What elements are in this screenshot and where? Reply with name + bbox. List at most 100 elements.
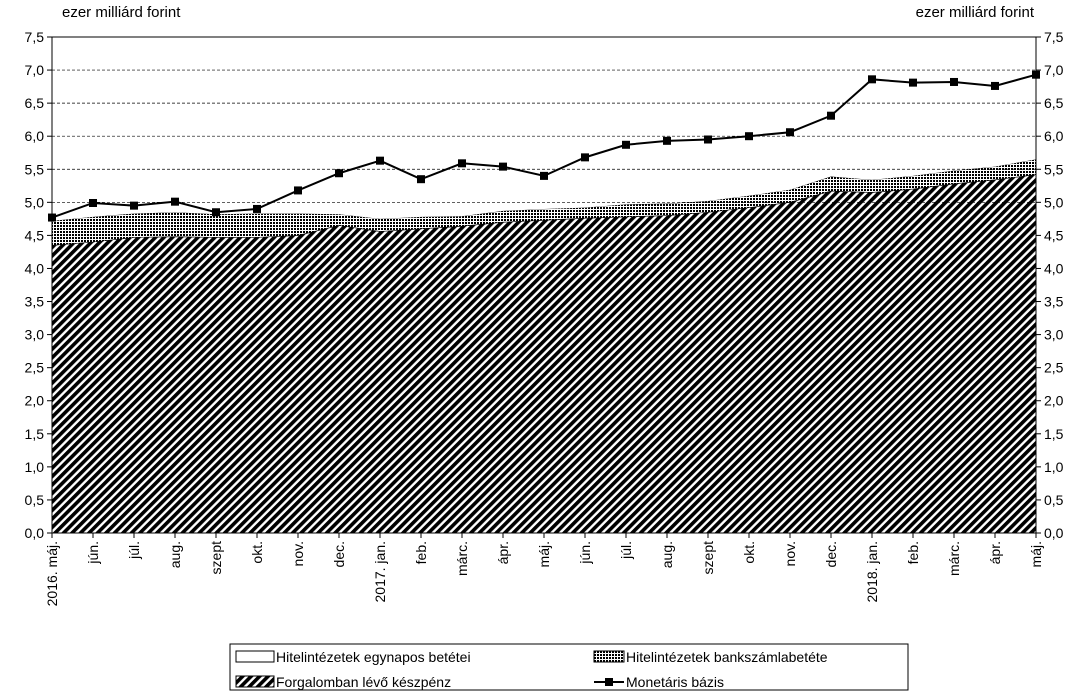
monetary-base-point — [1032, 70, 1040, 79]
y-tick-label-right: 3,5 — [1044, 294, 1064, 310]
y-axis-unit-left: ezer milliárd forint — [62, 4, 181, 21]
y-tick-label-left: 1,0 — [25, 459, 45, 475]
axes — [47, 36, 1041, 538]
x-tick-label: jún. — [577, 541, 593, 565]
plot-areas — [51, 74, 1037, 534]
x-tick-label: márc. — [454, 541, 470, 576]
x-tick-label: szept — [700, 541, 716, 575]
legend-swatch-keszpenz — [235, 675, 275, 688]
y-axis-unit-right: ezer milliárd forint — [915, 4, 1034, 21]
y-tick-labels: 0,0 0,0 0,5 0,5 1,0 1,0 1,5 1,5 2,0 2,0 2,5 2,5 3,0 3… — [25, 29, 1064, 541]
x-tick-label: okt. — [249, 541, 265, 564]
x-tick-label: nov. — [290, 541, 306, 566]
y-tick-label-left: 1,5 — [25, 426, 45, 442]
y-tick-label-right: 6,5 — [1044, 95, 1064, 111]
x-tick-label: júl. — [618, 541, 634, 560]
y-tick-label-left: 2,5 — [25, 360, 45, 376]
y-tick-label-left: 6,0 — [25, 128, 45, 144]
y-tick-label-right: 7,5 — [1044, 29, 1064, 45]
y-tick-label-left: 0,5 — [25, 492, 45, 508]
monetary-base-point — [335, 169, 343, 178]
legend-label: Hitelintézetek egynapos betétei — [276, 649, 471, 665]
x-tick-label: júl. — [126, 541, 142, 560]
monetary-base-point — [89, 198, 97, 207]
x-tick-label: máj. — [1028, 541, 1044, 567]
x-tick-label: dec. — [331, 541, 347, 567]
monetary-base-line — [48, 70, 1040, 222]
y-tick-label-left: 7,0 — [25, 62, 45, 78]
x-tick-label: 2017. jan. — [372, 541, 388, 603]
monetary-base-point — [417, 175, 425, 184]
monetary-base-point — [868, 75, 876, 84]
x-tick-label: okt. — [741, 541, 757, 564]
x-tick-label: 2016. máj. — [44, 541, 60, 606]
y-tick-label-left: 4,5 — [25, 227, 45, 243]
gridlines — [52, 69, 1036, 203]
x-tick-label: aug. — [659, 541, 675, 568]
x-tick-label: nov. — [782, 541, 798, 566]
x-tick-label: feb. — [413, 541, 429, 564]
y-tick-label-right: 0,5 — [1044, 492, 1064, 508]
monetary-base-point — [704, 135, 712, 144]
legend-label: Forgalomban lévő készpénz — [276, 674, 451, 690]
y-tick-label-right: 2,0 — [1044, 393, 1064, 409]
x-tick-label: ápr. — [495, 541, 511, 564]
monetary-base-point — [212, 208, 220, 217]
monetary-base-point — [294, 186, 302, 195]
y-tick-label-right: 1,5 — [1044, 426, 1064, 442]
y-tick-label-right: 4,0 — [1044, 260, 1064, 276]
legend: Hitelintézetek egynapos betétei Hitelinté… — [229, 643, 909, 691]
y-tick-label-right: 1,0 — [1044, 459, 1064, 475]
legend-swatch-egynapos — [235, 650, 275, 663]
y-tick-label-left: 4,0 — [25, 260, 45, 276]
legend-swatch-bankszamla — [593, 650, 625, 663]
monetary-base-point — [991, 81, 999, 90]
monetary-base-point — [909, 78, 917, 87]
area-egynapos-betetek — [52, 74, 1036, 221]
monetary-base-point — [376, 156, 384, 165]
x-tick-label: aug. — [167, 541, 183, 568]
y-tick-label-right: 7,0 — [1044, 62, 1064, 78]
y-tick-label-left: 5,5 — [25, 161, 45, 177]
monetary-base-point — [786, 128, 794, 137]
y-tick-label-right: 5,0 — [1044, 194, 1064, 210]
monetary-base-point — [581, 153, 589, 162]
y-tick-label-left: 7,5 — [25, 29, 45, 45]
monetary-base-point — [950, 77, 958, 86]
x-tick-labels: 2016. máj. jún. júl. aug. szept okt. nov. dec. 2… — [44, 541, 1044, 606]
x-tick-label: jún. — [85, 541, 101, 565]
y-tick-label-right: 6,0 — [1044, 128, 1064, 144]
y-tick-label-right: 4,5 — [1044, 227, 1064, 243]
monetary-base-point — [253, 204, 261, 213]
monetary-base-point — [458, 159, 466, 168]
monetary-base-point — [48, 213, 56, 222]
y-tick-label-left: 2,0 — [25, 393, 45, 409]
y-tick-label-left: 5,0 — [25, 194, 45, 210]
y-tick-label-right: 2,5 — [1044, 360, 1064, 376]
legend-swatch-marker — [605, 678, 613, 686]
x-tick-label: márc. — [946, 541, 962, 576]
monetary-base-point — [745, 132, 753, 141]
y-tick-label-left: 0,0 — [25, 525, 45, 541]
x-tick-label: szept — [208, 541, 224, 575]
monetary-base-point — [130, 201, 138, 210]
legend-box — [229, 643, 909, 691]
x-tick-label: máj. — [536, 541, 552, 567]
monetary-base-point — [499, 162, 507, 171]
x-tick-label: 2018. jan. — [864, 541, 880, 603]
monetary-base-point — [622, 140, 630, 149]
y-tick-label-right: 0,0 — [1044, 525, 1064, 541]
x-tick-label: feb. — [905, 541, 921, 564]
y-tick-label-left: 6,5 — [25, 95, 45, 111]
x-tick-label: dec. — [823, 541, 839, 567]
legend-label: Hitelintézetek bankszámlabetéte — [626, 649, 828, 665]
y-tick-label-right: 3,0 — [1044, 327, 1064, 343]
monetary-base-point — [540, 171, 548, 180]
x-tick-label: ápr. — [987, 541, 1003, 564]
monetary-base-point — [827, 111, 835, 120]
monetary-base-point — [663, 136, 671, 145]
y-tick-label-right: 5,5 — [1044, 161, 1064, 177]
y-tick-label-left: 3,0 — [25, 327, 45, 343]
y-tick-label-left: 3,5 — [25, 294, 45, 310]
